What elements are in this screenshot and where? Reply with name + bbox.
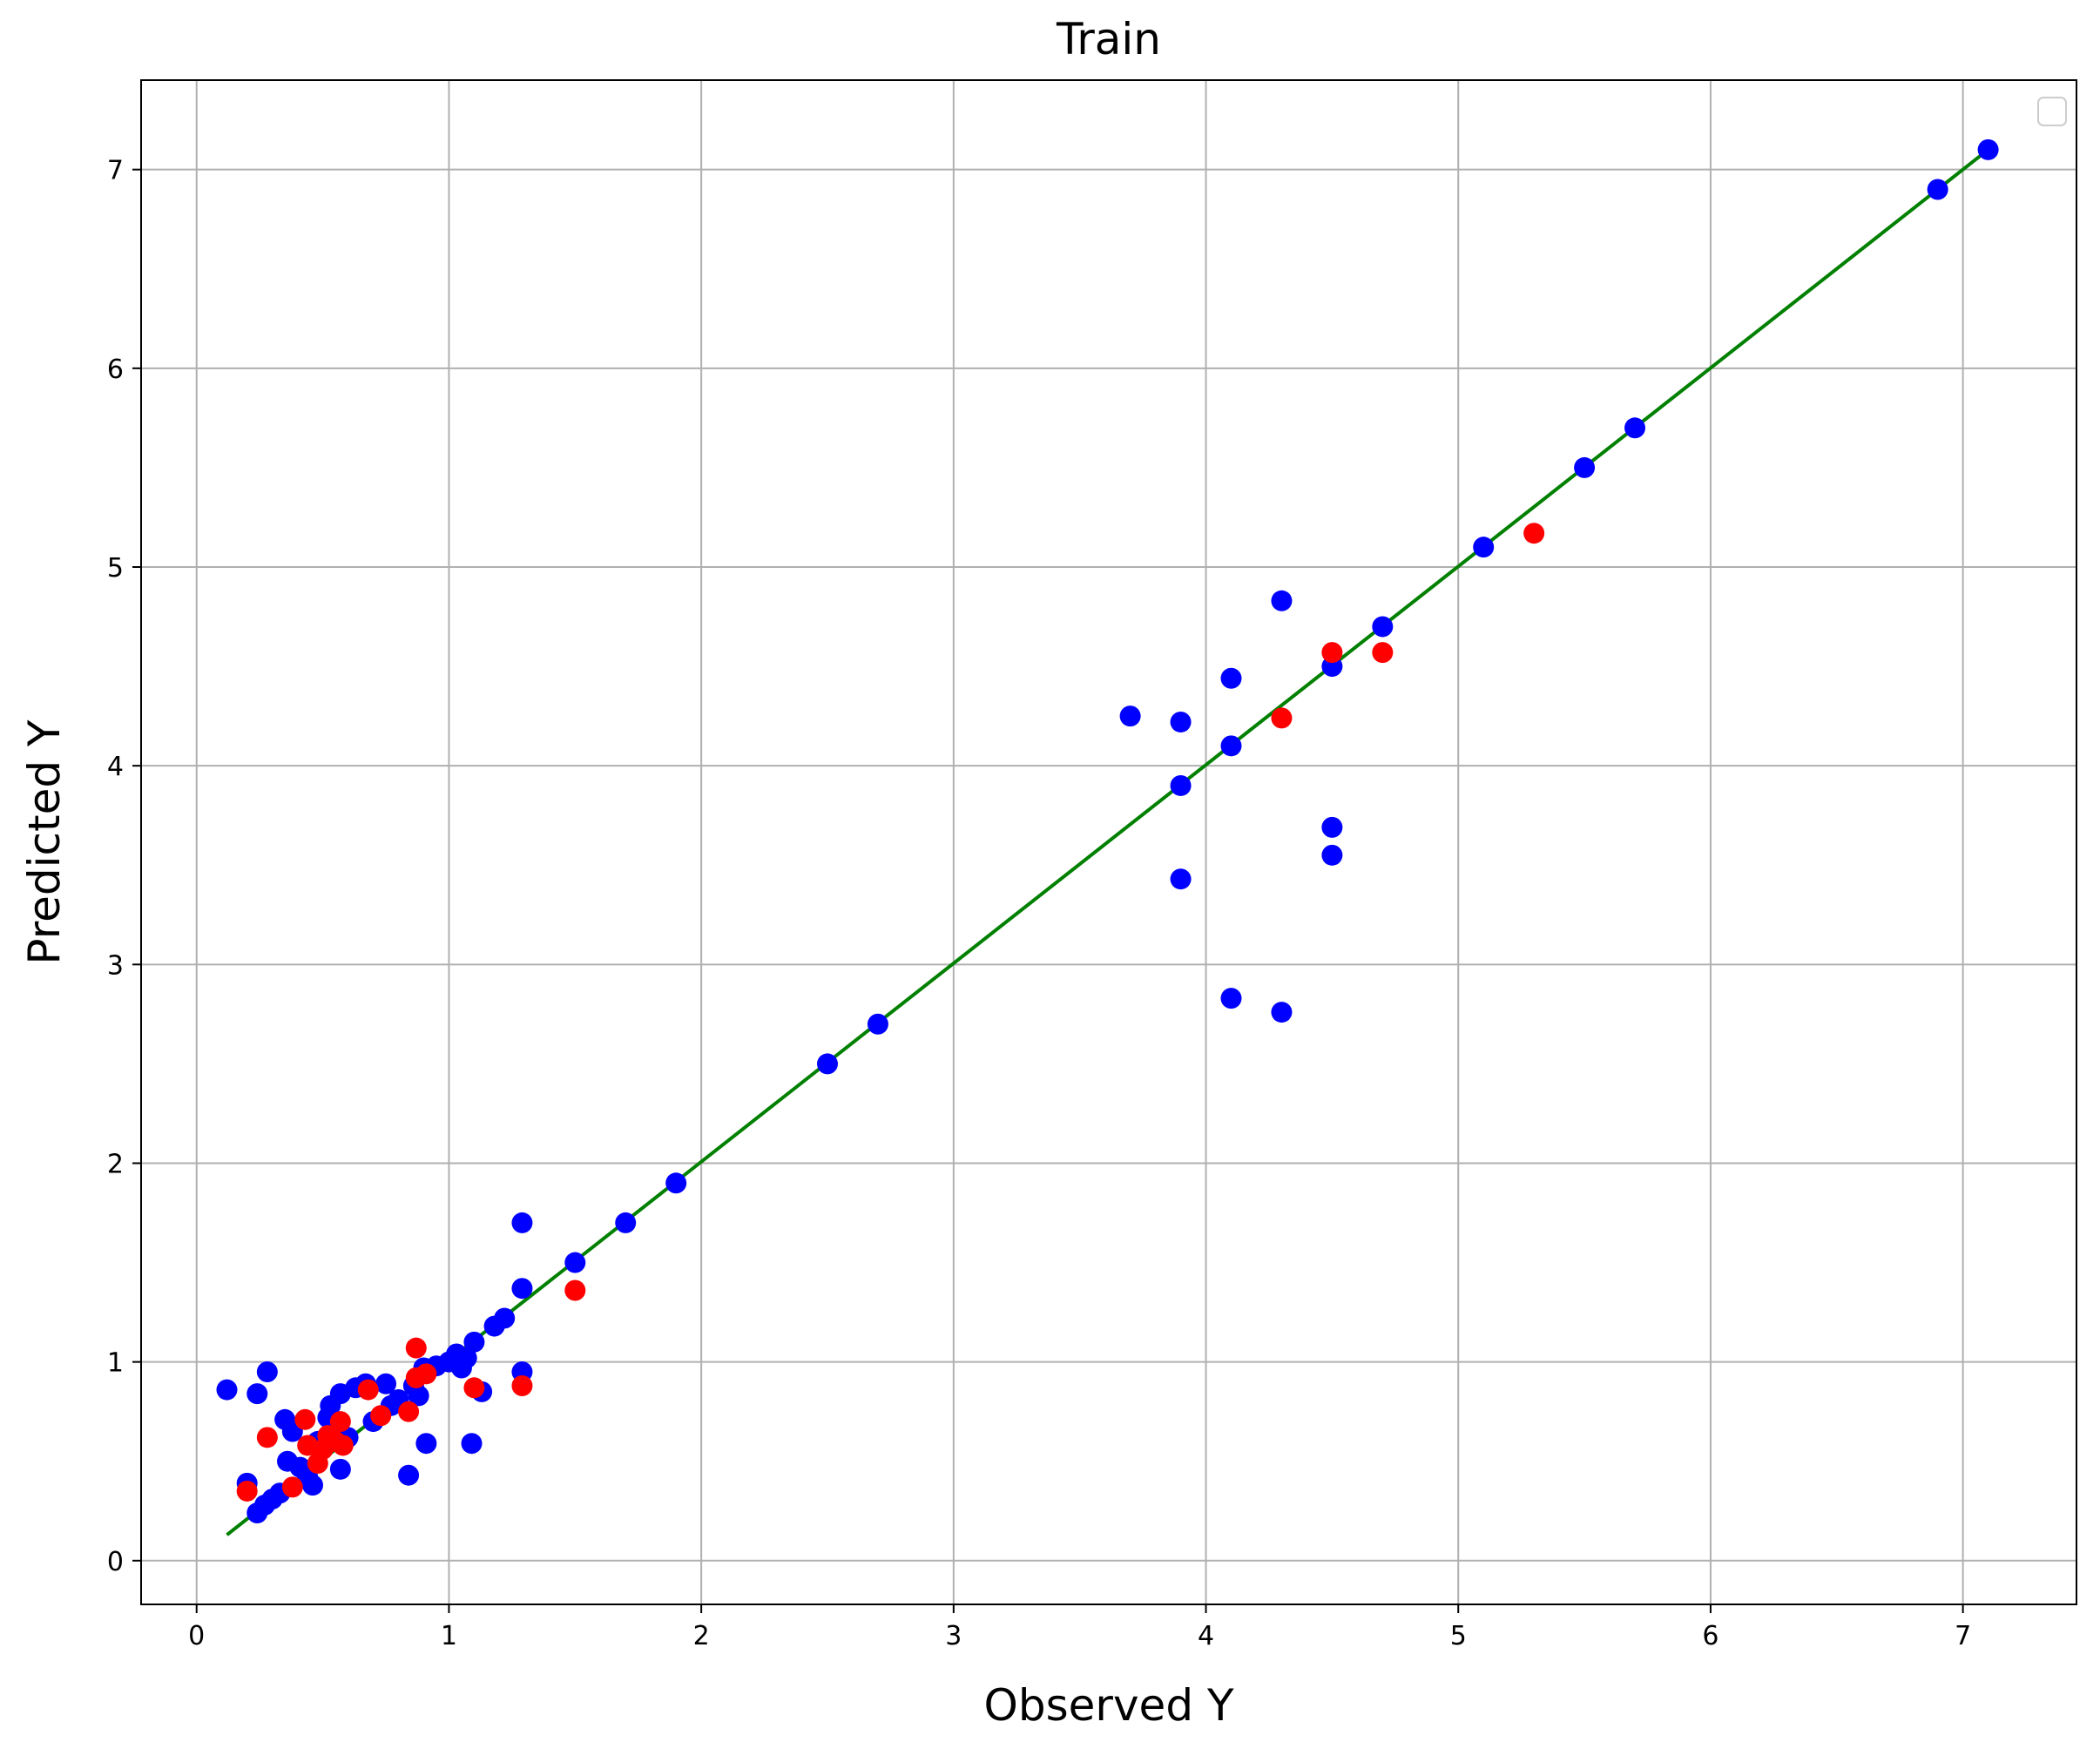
data-point-red [256,1427,278,1448]
data-point-blue [564,1252,586,1273]
y-tick-label: 0 [107,1547,124,1577]
y-tick-label: 3 [107,950,124,981]
data-point-blue [1321,816,1343,838]
plot-frame [140,79,2077,1605]
data-point-red [415,1363,437,1385]
x-tick-label: 6 [1702,1621,1718,1651]
x-axis-title: Observed Y [984,1680,1234,1731]
data-point-blue [511,1278,533,1300]
x-tick-label: 5 [1450,1621,1467,1651]
data-point-blue [494,1307,516,1329]
x-tick-label: 7 [1955,1621,1971,1651]
data-point-red [1321,642,1343,664]
y-tick-label: 4 [107,752,124,782]
data-point-red [236,1480,258,1502]
x-tick-label: 2 [693,1621,710,1651]
data-point-blue [1170,711,1192,733]
data-point-blue [1624,417,1646,439]
y-tick-label: 5 [107,553,124,584]
data-point-blue [246,1383,268,1405]
data-point-blue [456,1347,477,1369]
data-point-red [332,1435,354,1456]
fit-line [226,148,1989,1536]
grid [141,80,2076,1604]
data-point-blue [1119,706,1141,727]
data-point-red [357,1379,379,1401]
data-point-blue [816,1053,838,1075]
data-point-red [1372,642,1394,664]
data-point-blue [1321,844,1343,866]
data-point-blue [1927,179,1948,200]
y-tick-label: 7 [107,156,124,186]
data-point-blue [1220,667,1242,689]
data-point-red [398,1401,420,1422]
data-point-blue [329,1458,351,1480]
data-point-blue [461,1433,483,1455]
data-point-blue [1220,988,1242,1009]
data-point-blue [1170,868,1192,890]
data-point-blue [1372,616,1394,638]
chart-title: Train [1056,14,1161,64]
x-tick-label: 3 [945,1621,962,1651]
y-axis-title: Predicted Y [19,719,70,965]
data-point-red [1271,707,1293,729]
data-point-blue [216,1379,238,1401]
y-tick-label: 6 [107,354,124,385]
data-point-red [294,1408,316,1430]
data-point-blue [665,1172,687,1194]
data-point-blue [398,1464,420,1486]
legend-box [2037,97,2067,126]
data-point-blue [615,1212,637,1233]
x-tick-label: 1 [441,1621,457,1651]
data-point-red [511,1375,533,1397]
y-tick-label: 2 [107,1149,124,1179]
data-point-red [405,1337,427,1359]
data-point-blue [867,1013,888,1035]
x-tick-label: 0 [188,1621,205,1651]
data-point-blue [415,1433,437,1455]
data-point-blue [375,1373,397,1394]
y-axis: 0 1 2 3 4 5 6 7 [107,156,141,1577]
x-tick-label: 4 [1198,1621,1214,1651]
x-axis: 0 1 2 3 4 5 6 7 [188,1604,1971,1651]
data-point-blue [1574,456,1596,478]
points-layer [216,138,1999,1524]
y-tick-label: 1 [107,1348,124,1379]
data-point-blue [511,1212,533,1233]
data-point-blue [1170,774,1192,796]
data-point-blue [463,1331,485,1353]
data-point-red [329,1411,351,1433]
data-point-blue [1977,138,1999,160]
data-point-red [1523,523,1545,544]
data-point-blue [301,1475,323,1496]
data-point-blue [256,1361,278,1383]
data-point-red [463,1377,485,1399]
data-point-red [281,1476,303,1498]
data-point-red [564,1279,586,1301]
data-point-blue [408,1385,429,1407]
data-point-blue [1271,590,1293,611]
data-point-red [370,1405,392,1427]
data-point-blue [1271,1002,1293,1023]
data-point-blue [1473,537,1495,558]
fit-line-layer [226,148,1989,1536]
data-point-blue [1220,735,1242,757]
